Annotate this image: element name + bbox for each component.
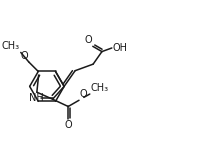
Text: CH₃: CH₃	[2, 41, 20, 51]
Text: OH: OH	[113, 43, 128, 53]
Text: CH₃: CH₃	[91, 83, 109, 93]
Text: O: O	[80, 89, 88, 99]
Text: NH: NH	[29, 93, 44, 103]
Text: O: O	[21, 51, 28, 61]
Text: O: O	[84, 35, 92, 45]
Text: O: O	[64, 120, 72, 130]
